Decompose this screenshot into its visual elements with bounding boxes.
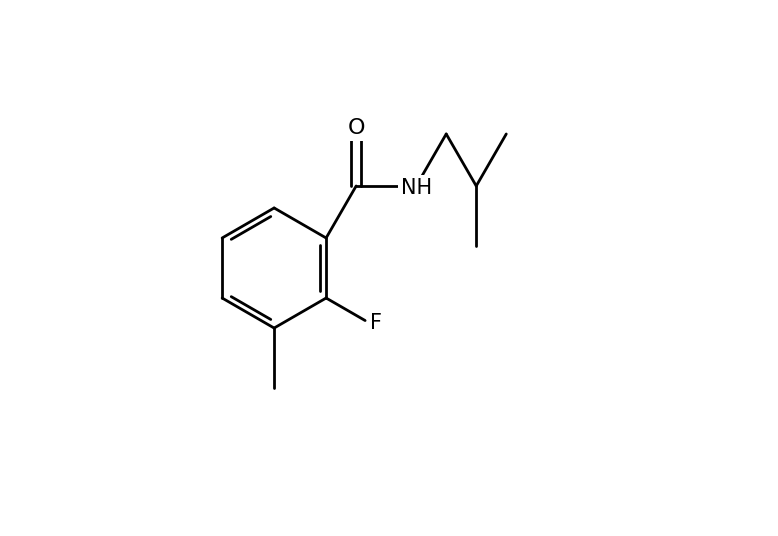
Text: NH: NH — [401, 178, 432, 198]
Text: F: F — [370, 312, 382, 332]
Text: O: O — [348, 118, 365, 138]
